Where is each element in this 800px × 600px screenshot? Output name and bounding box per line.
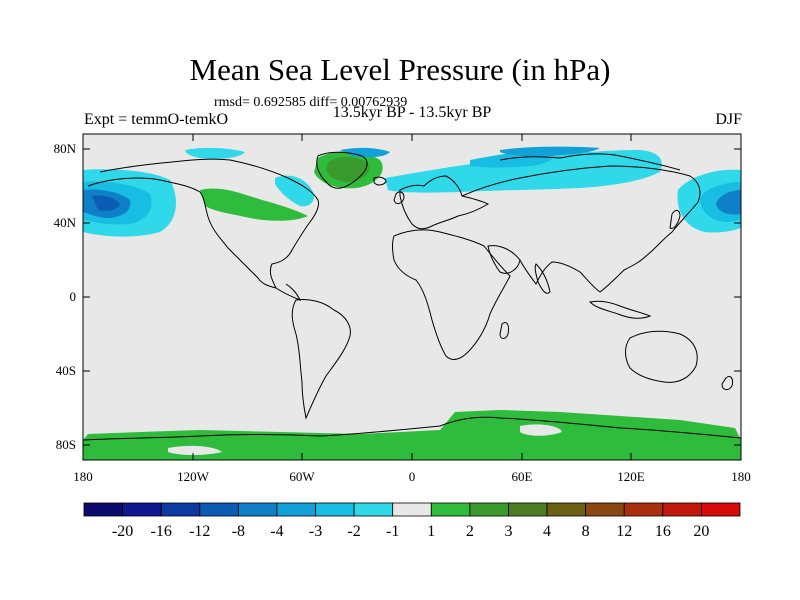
anomaly-eurasia-arctic xyxy=(500,146,600,156)
arabia-coast xyxy=(487,245,521,274)
lon-label-60e: 60E xyxy=(512,469,533,484)
south-america-coast xyxy=(291,299,351,420)
new-zealand-coast xyxy=(721,375,733,391)
colorbar-label: -12 xyxy=(189,523,210,540)
japan-coast xyxy=(669,209,681,229)
colorbar-label: 1 xyxy=(427,523,435,540)
positive-anomaly-areas xyxy=(83,151,741,460)
colorbar-swatch xyxy=(701,502,741,517)
colorbar-swatch xyxy=(585,502,625,517)
africa-coast xyxy=(392,229,511,360)
siberia-coast xyxy=(499,153,681,171)
colorbar-label: 3 xyxy=(504,523,512,540)
anomaly-gap-1 xyxy=(168,445,222,455)
anomaly-arctic-north xyxy=(340,147,390,158)
lon-label-120w: 120W xyxy=(177,469,210,484)
colorbar-swatch xyxy=(662,502,702,517)
colorbar-swatch xyxy=(508,502,548,517)
lon-label-180w: 180 xyxy=(73,469,93,484)
colorbar-swatch xyxy=(83,502,123,517)
colorbar-label: -20 xyxy=(112,523,133,540)
experiment-label: Expt = temmO-temkO xyxy=(84,111,229,128)
period-label: 13.5kyr BP - 13.5kyr BP xyxy=(332,104,492,121)
iceland-coast xyxy=(373,176,387,186)
colorbar-label: 4 xyxy=(543,523,551,540)
anomaly-antarctica xyxy=(83,410,741,460)
greenland-coast xyxy=(316,151,368,189)
colorbar-swatch xyxy=(276,502,316,517)
lon-label-180e: 180 xyxy=(731,469,751,484)
colorbar-label: 2 xyxy=(466,523,474,540)
colorbar-label: -1 xyxy=(386,523,399,540)
anomaly-aleutian-west-core xyxy=(92,195,120,211)
stats-text: rmsd= 0.692585 diff= 0.00762939 xyxy=(214,95,408,110)
colorbar-swatch xyxy=(160,502,201,517)
lon-label-0: 0 xyxy=(409,469,416,484)
colorbar-swatch xyxy=(469,502,509,517)
anomaly-north-america xyxy=(200,188,308,221)
lon-label-120e: 120E xyxy=(617,469,645,484)
asia-coast xyxy=(461,165,701,293)
india-coast xyxy=(534,263,551,294)
uk-coast xyxy=(393,191,405,205)
lat-label-80n: 80N xyxy=(54,141,77,156)
madagascar-coast xyxy=(499,321,509,339)
colorbar-swatch xyxy=(122,502,162,517)
lat-label-0: 0 xyxy=(70,289,77,304)
lon-axis: 180 120W 60W 0 60E 120E 180 xyxy=(73,134,751,484)
anomaly-arctic-canada xyxy=(185,147,245,159)
lon-label-60w: 60W xyxy=(289,469,315,484)
colorbar-label: 16 xyxy=(655,523,671,540)
indonesia-coast xyxy=(588,300,652,319)
anomaly-greenland-core xyxy=(326,156,370,182)
chart-title: Mean Sea Level Pressure (in hPa) xyxy=(189,52,611,87)
colorbar-label: -4 xyxy=(270,523,283,540)
lat-label-40n: 40N xyxy=(54,215,77,230)
colorbar-swatch xyxy=(392,502,432,517)
colorbar-label: -3 xyxy=(309,523,322,540)
lat-label-40s: 40S xyxy=(56,363,76,378)
anomaly-labrador xyxy=(275,175,315,207)
lat-axis: 80N 40N 0 40S 80S xyxy=(54,141,741,452)
colorbar-swatch xyxy=(623,502,664,517)
australia-coast xyxy=(625,330,698,383)
colorbar: -20 -16 -12 -8 -4 -3 -2 -1 1 2 3 4 8 12 16 20 xyxy=(83,502,741,540)
colorbar-swatch xyxy=(546,502,587,517)
colorbar-swatch xyxy=(199,502,239,517)
negative-anomaly-areas xyxy=(83,146,741,237)
colorbar-label: 12 xyxy=(616,523,632,540)
colorbar-label: -16 xyxy=(151,523,172,540)
colorbar-swatch xyxy=(430,502,471,517)
colorbar-swatch xyxy=(353,502,394,517)
colorbar-label: -8 xyxy=(232,523,245,540)
colorbar-label: -2 xyxy=(347,523,360,540)
colorbar-swatch xyxy=(237,502,278,517)
lat-label-80s: 80S xyxy=(56,437,76,452)
colorbar-label: 20 xyxy=(693,523,709,540)
antarctica-coast xyxy=(82,416,742,441)
north-america-coast xyxy=(87,158,319,289)
coastlines xyxy=(82,151,742,441)
colorbar-swatch xyxy=(315,502,355,517)
anomaly-gap-2 xyxy=(520,424,562,436)
season-label: DJF xyxy=(715,111,742,128)
anomaly-aleutian-east-3 xyxy=(716,190,741,215)
europe-coast xyxy=(399,175,490,230)
colorbar-label: 8 xyxy=(582,523,590,540)
